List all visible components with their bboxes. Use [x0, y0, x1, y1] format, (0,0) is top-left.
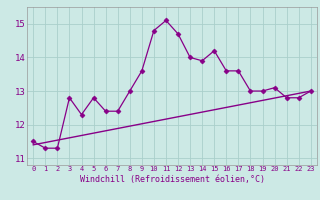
X-axis label: Windchill (Refroidissement éolien,°C): Windchill (Refroidissement éolien,°C): [79, 175, 265, 184]
